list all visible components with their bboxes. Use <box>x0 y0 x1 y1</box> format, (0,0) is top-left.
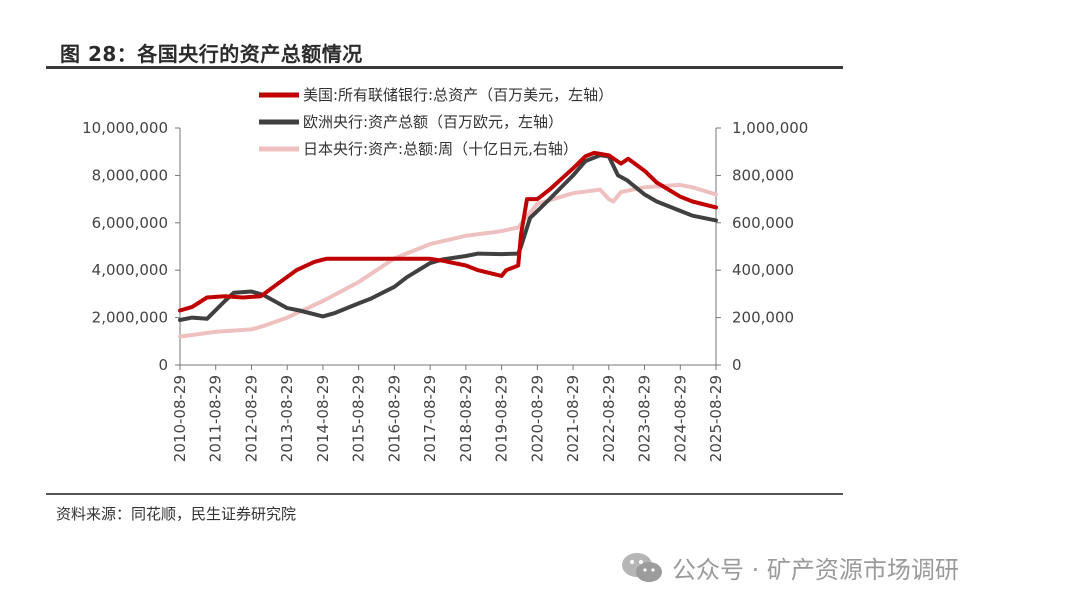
y-right-tick-label: 1,000,000 <box>732 119 808 137</box>
y-left-tick-label: 8,000,000 <box>92 166 168 184</box>
x-tick-label: 2021-08-29 <box>564 375 582 462</box>
x-tick-label: 2013-08-29 <box>278 375 296 462</box>
x-tick-label: 2024-08-29 <box>671 375 689 462</box>
figure-title: 图 28：各国央行的资产总额情况 <box>60 42 363 66</box>
series-lines <box>178 150 718 339</box>
legend-label-1: 欧洲央行:资产总额（百万欧元，左轴） <box>303 113 563 131</box>
watermark-text: 公众号 · 矿产资源市场调研 <box>672 556 959 584</box>
title-rule <box>46 66 843 69</box>
x-tick-label: 2018-08-29 <box>457 375 475 462</box>
x-tick-label: 2025-08-29 <box>707 375 725 462</box>
source-rule <box>46 493 843 495</box>
y-right-tick-label: 800,000 <box>732 166 794 184</box>
legend: 美国:所有联储银行:总资产（百万美元，左轴） 欧洲央行:资产总额（百万欧元，左轴）… <box>259 86 613 158</box>
x-tick-label: 2022-08-29 <box>600 375 618 462</box>
y-right-tick-label: 600,000 <box>732 214 794 232</box>
series-line-0 <box>178 150 718 313</box>
x-tick-label: 2011-08-29 <box>207 375 225 462</box>
x-axis-ticks: 2010-08-29 2011-08-29 2012-08-29 2013-08-29… <box>171 365 725 462</box>
x-tick-label: 2023-08-29 <box>635 375 653 462</box>
legend-label-0: 美国:所有联储银行:总资产（百万美元，左轴） <box>303 86 613 104</box>
y-left-tick-label: 0 <box>158 356 168 374</box>
y-right-tick-label: 0 <box>732 356 742 374</box>
wechat-icon <box>622 552 662 582</box>
x-tick-label: 2020-08-29 <box>528 375 546 462</box>
series-line-2 <box>178 182 718 339</box>
y-left-tick-label: 2,000,000 <box>92 309 168 327</box>
y-left-tick-label: 6,000,000 <box>92 214 168 232</box>
watermark: 公众号 · 矿产资源市场调研 <box>620 550 959 585</box>
x-tick-label: 2012-08-29 <box>243 375 261 462</box>
y-right-tick-label: 200,000 <box>732 309 794 327</box>
axes: 0 2,000,000 4,000,000 6,000,000 8,000,000 10,… <box>82 119 808 374</box>
legend-label-2: 日本央行:资产:总额:周（十亿日元,右轴） <box>303 140 578 158</box>
source-note: 资料来源：同花顺，民生证券研究院 <box>56 505 297 523</box>
x-tick-label: 2010-08-29 <box>171 375 189 462</box>
x-tick-label: 2016-08-29 <box>385 375 403 462</box>
x-tick-label: 2017-08-29 <box>421 375 439 462</box>
y-right-tick-label: 400,000 <box>732 261 794 279</box>
x-tick-label: 2014-08-29 <box>314 375 332 462</box>
y-left-tick-label: 4,000,000 <box>92 261 168 279</box>
y-left-tick-label: 10,000,000 <box>82 119 168 137</box>
x-tick-label: 2019-08-29 <box>493 375 511 462</box>
x-tick-label: 2015-08-29 <box>350 375 368 462</box>
